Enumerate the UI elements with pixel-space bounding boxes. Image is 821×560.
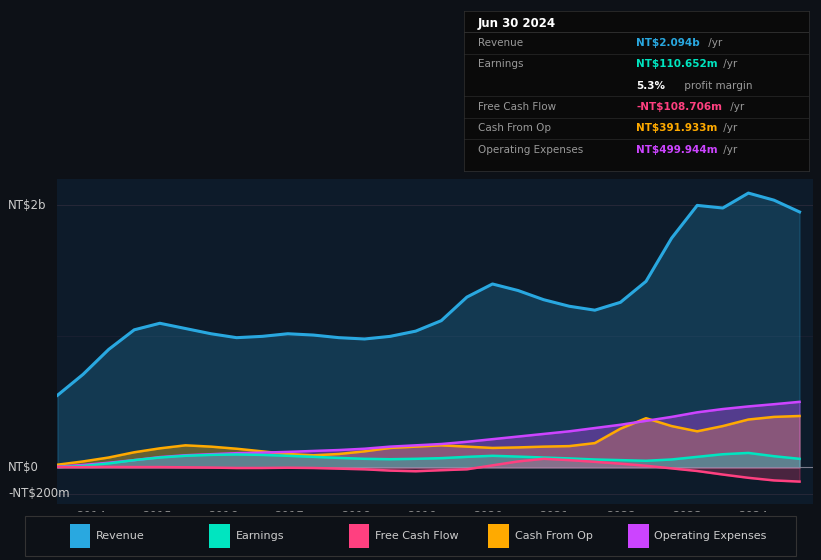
Text: 5.3%: 5.3%: [636, 81, 665, 91]
Text: /yr: /yr: [727, 102, 745, 112]
Text: NT$499.944m: NT$499.944m: [636, 144, 718, 155]
Text: Free Cash Flow: Free Cash Flow: [478, 102, 556, 112]
Text: Operating Expenses: Operating Expenses: [478, 144, 583, 155]
Bar: [70, 524, 90, 548]
Text: profit margin: profit margin: [681, 81, 753, 91]
Text: Revenue: Revenue: [96, 531, 144, 541]
Text: Jun 30 2024: Jun 30 2024: [478, 17, 556, 30]
Text: Cash From Op: Cash From Op: [515, 531, 593, 541]
Text: NT$2.094b: NT$2.094b: [636, 38, 700, 48]
Text: NT$391.933m: NT$391.933m: [636, 123, 718, 133]
Text: Revenue: Revenue: [478, 38, 523, 48]
Text: /yr: /yr: [720, 144, 737, 155]
Text: -NT$200m: -NT$200m: [8, 487, 70, 500]
Text: /yr: /yr: [720, 123, 737, 133]
Bar: [488, 524, 509, 548]
Text: NT$2b: NT$2b: [8, 199, 47, 212]
Text: /yr: /yr: [720, 59, 737, 69]
Text: NT$0: NT$0: [8, 461, 39, 474]
Text: Cash From Op: Cash From Op: [478, 123, 551, 133]
Text: -NT$108.706m: -NT$108.706m: [636, 102, 722, 112]
Text: /yr: /yr: [704, 38, 722, 48]
Text: Operating Expenses: Operating Expenses: [654, 531, 767, 541]
Text: Free Cash Flow: Free Cash Flow: [375, 531, 459, 541]
Bar: [209, 524, 230, 548]
Bar: [25, 516, 796, 556]
Text: Earnings: Earnings: [236, 531, 284, 541]
Text: Earnings: Earnings: [478, 59, 523, 69]
Bar: [349, 524, 369, 548]
Text: NT$110.652m: NT$110.652m: [636, 59, 718, 69]
Bar: [628, 524, 649, 548]
